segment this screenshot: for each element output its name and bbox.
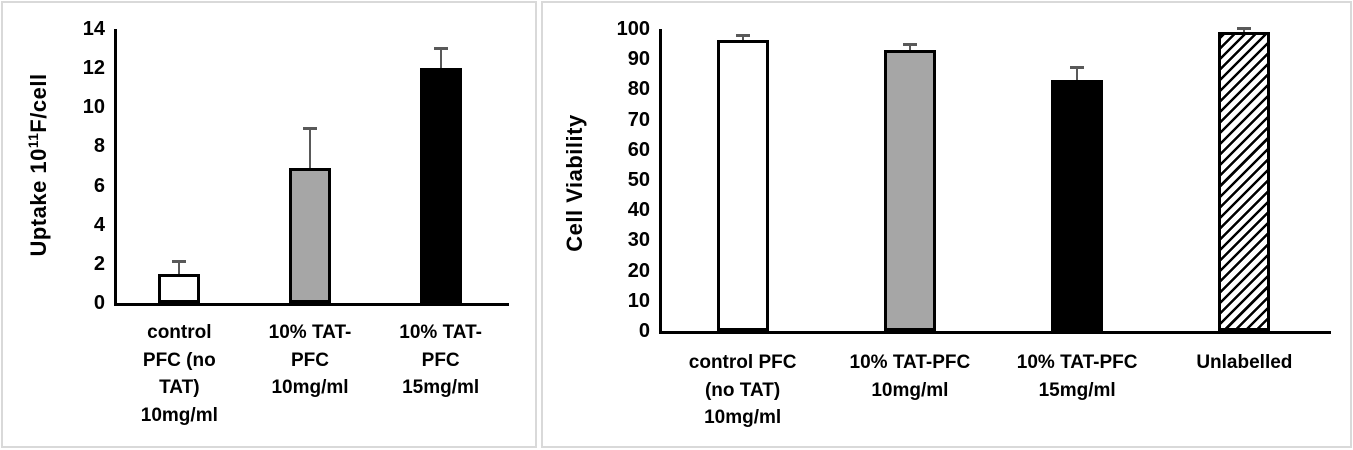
y-tick-label: 60 — [627, 138, 650, 161]
bar-white — [158, 273, 201, 303]
y-tick-label: 20 — [627, 259, 650, 282]
y-tick-label: 70 — [627, 108, 650, 131]
error-bar-cap — [735, 34, 750, 38]
y-tick-label: 14 — [82, 18, 105, 40]
y-tick-label: 8 — [93, 135, 105, 158]
y-tick-label: 50 — [627, 169, 650, 191]
viability-y-axis-title: Cell Viability — [562, 114, 588, 251]
y-axis-title-text: Uptake 10 — [26, 148, 52, 257]
error-bar-line — [1076, 67, 1079, 85]
error-bar-line — [439, 48, 442, 73]
x-category-label: 10% TAT- PFC 10mg/ml — [268, 322, 352, 399]
x-category-label: Unlabelled — [1196, 352, 1293, 373]
y-tick-label: 30 — [627, 229, 650, 252]
bar-hatch — [1218, 32, 1271, 331]
error-bar-cap — [303, 127, 317, 131]
y-tick-label: 12 — [82, 57, 105, 80]
y-tick-label: 10 — [627, 289, 650, 312]
error-bar-cap — [1237, 26, 1252, 30]
error-bar-cap — [433, 47, 448, 51]
bar-black — [419, 68, 462, 303]
x-category-label: control PFC (no TAT) 10mg/ml — [140, 322, 218, 426]
y-tick-label: 6 — [93, 174, 105, 197]
x-category-label: 10% TAT- PFC 15mg/ml — [399, 322, 482, 399]
error-bar-line — [309, 128, 311, 172]
x-category-label: 10% TAT-PFC 15mg/ml — [1016, 352, 1138, 401]
y-tick-label: 2 — [93, 252, 105, 275]
y-tick-label: 40 — [627, 199, 650, 222]
viability-chart-panel: Cell Viability 0 10 20 30 40 50 60 70 80 90 100 con… — [541, 1, 1352, 448]
uptake-chart-panel: Uptake 1011F/cell 0 2 4 6 8 10 12 14 control PFC… — [1, 1, 537, 448]
error-bar-line — [908, 44, 911, 55]
bar-gray — [883, 50, 936, 331]
y-axis-title-text: Cell Viability — [562, 114, 587, 252]
error-bar-cap — [1070, 66, 1085, 70]
y-tick-label: 0 — [93, 292, 105, 314]
y-tick-label: 90 — [627, 48, 650, 71]
error-bar-cap — [902, 42, 917, 46]
y-tick-label: 80 — [627, 78, 650, 101]
uptake-plot-area — [114, 29, 509, 306]
y-tick-label: 10 — [82, 96, 105, 119]
error-bar-cap — [172, 260, 187, 264]
error-bar-line — [178, 261, 181, 278]
bar-black — [1051, 80, 1104, 331]
bar-white — [716, 39, 769, 331]
y-tick-label: 0 — [638, 320, 650, 342]
x-category-label: 10% TAT-PFC 10mg/ml — [849, 352, 971, 401]
y-tick-label: 100 — [616, 18, 650, 40]
viability-plot-area — [659, 29, 1331, 334]
bar-gray — [289, 167, 331, 303]
y-axis-title-superscript: 11 — [25, 132, 41, 149]
y-tick-label: 4 — [93, 213, 105, 236]
x-category-label: control PFC (no TAT) 10mg/ml — [688, 352, 797, 429]
